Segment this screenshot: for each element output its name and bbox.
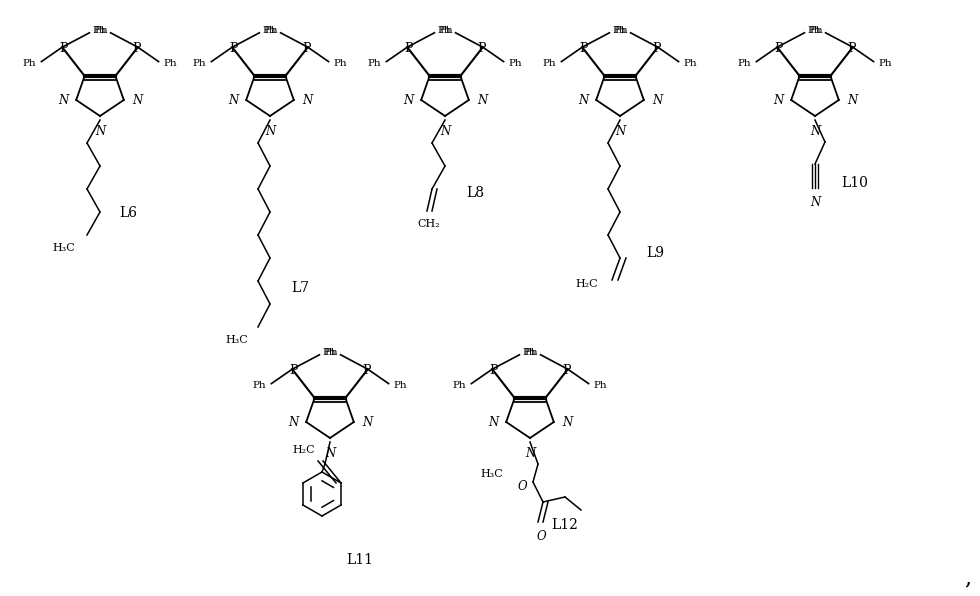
Text: Ph: Ph bbox=[522, 348, 536, 357]
Text: Ph: Ph bbox=[809, 26, 823, 35]
Text: Ph: Ph bbox=[262, 26, 275, 35]
Text: H₂C: H₂C bbox=[292, 445, 315, 455]
Text: P: P bbox=[563, 364, 571, 377]
Text: N: N bbox=[578, 94, 588, 107]
Text: P: P bbox=[229, 42, 237, 55]
Text: ,: , bbox=[964, 567, 971, 589]
Text: P: P bbox=[774, 42, 782, 55]
Text: N: N bbox=[325, 447, 335, 460]
Text: Ph: Ph bbox=[543, 59, 557, 68]
Text: Ph: Ph bbox=[612, 26, 625, 35]
Text: L11: L11 bbox=[347, 553, 373, 567]
Text: Ph: Ph bbox=[594, 381, 608, 390]
Text: P: P bbox=[59, 42, 68, 55]
Text: Ph: Ph bbox=[509, 59, 522, 68]
Text: P: P bbox=[489, 364, 498, 377]
Text: Ph: Ph bbox=[394, 381, 408, 390]
Text: Ph: Ph bbox=[614, 26, 628, 35]
Text: N: N bbox=[228, 94, 238, 107]
Text: Ph: Ph bbox=[524, 348, 538, 357]
Text: N: N bbox=[477, 94, 487, 107]
Text: L9: L9 bbox=[646, 246, 664, 260]
Text: N: N bbox=[773, 94, 783, 107]
Text: N: N bbox=[288, 415, 298, 429]
Text: N: N bbox=[302, 94, 312, 107]
Text: Ph: Ph bbox=[879, 59, 892, 68]
Text: Ph: Ph bbox=[164, 59, 177, 68]
Text: N: N bbox=[403, 94, 414, 107]
Text: N: N bbox=[95, 125, 105, 138]
Text: L10: L10 bbox=[842, 176, 868, 190]
Text: O: O bbox=[536, 530, 546, 543]
Text: Ph: Ph bbox=[94, 26, 108, 35]
Text: N: N bbox=[809, 196, 820, 209]
Text: N: N bbox=[265, 125, 275, 138]
Text: P: P bbox=[132, 42, 141, 55]
Text: N: N bbox=[131, 94, 142, 107]
Text: N: N bbox=[847, 94, 858, 107]
Text: P: P bbox=[303, 42, 311, 55]
Text: P: P bbox=[289, 364, 298, 377]
Text: P: P bbox=[653, 42, 662, 55]
Text: Ph: Ph bbox=[193, 59, 207, 68]
Text: H₃C: H₃C bbox=[480, 469, 503, 479]
Text: L8: L8 bbox=[466, 186, 484, 200]
Text: Ph: Ph bbox=[23, 59, 36, 68]
Text: Ph: Ph bbox=[92, 26, 106, 35]
Text: Ph: Ph bbox=[333, 59, 347, 68]
Text: O: O bbox=[517, 480, 527, 493]
Text: N: N bbox=[562, 415, 572, 429]
Text: H₃C: H₃C bbox=[225, 335, 248, 345]
Text: L12: L12 bbox=[552, 518, 578, 532]
Text: Ph: Ph bbox=[253, 381, 267, 390]
Text: Ph: Ph bbox=[368, 59, 381, 68]
Text: Ph: Ph bbox=[738, 59, 752, 68]
Text: N: N bbox=[440, 125, 450, 138]
Text: Ph: Ph bbox=[453, 381, 466, 390]
Text: N: N bbox=[58, 94, 69, 107]
Text: N: N bbox=[362, 415, 372, 429]
Text: Ph: Ph bbox=[324, 348, 338, 357]
Text: L7: L7 bbox=[291, 281, 309, 295]
Text: N: N bbox=[809, 125, 820, 138]
Text: N: N bbox=[525, 447, 535, 460]
Text: P: P bbox=[477, 42, 486, 55]
Text: P: P bbox=[404, 42, 413, 55]
Text: CH₂: CH₂ bbox=[417, 219, 440, 229]
Text: P: P bbox=[579, 42, 587, 55]
Text: Ph: Ph bbox=[684, 59, 697, 68]
Text: H₃C: H₃C bbox=[52, 243, 75, 253]
Text: Ph: Ph bbox=[807, 26, 820, 35]
Text: Ph: Ph bbox=[265, 26, 278, 35]
Text: P: P bbox=[363, 364, 371, 377]
Text: P: P bbox=[848, 42, 857, 55]
Text: N: N bbox=[488, 415, 498, 429]
Text: N: N bbox=[652, 94, 662, 107]
Text: L6: L6 bbox=[119, 206, 137, 220]
Text: H₂C: H₂C bbox=[575, 279, 598, 289]
Text: Ph: Ph bbox=[322, 348, 335, 357]
Text: N: N bbox=[614, 125, 625, 138]
Text: Ph: Ph bbox=[437, 26, 451, 35]
Text: Ph: Ph bbox=[439, 26, 453, 35]
